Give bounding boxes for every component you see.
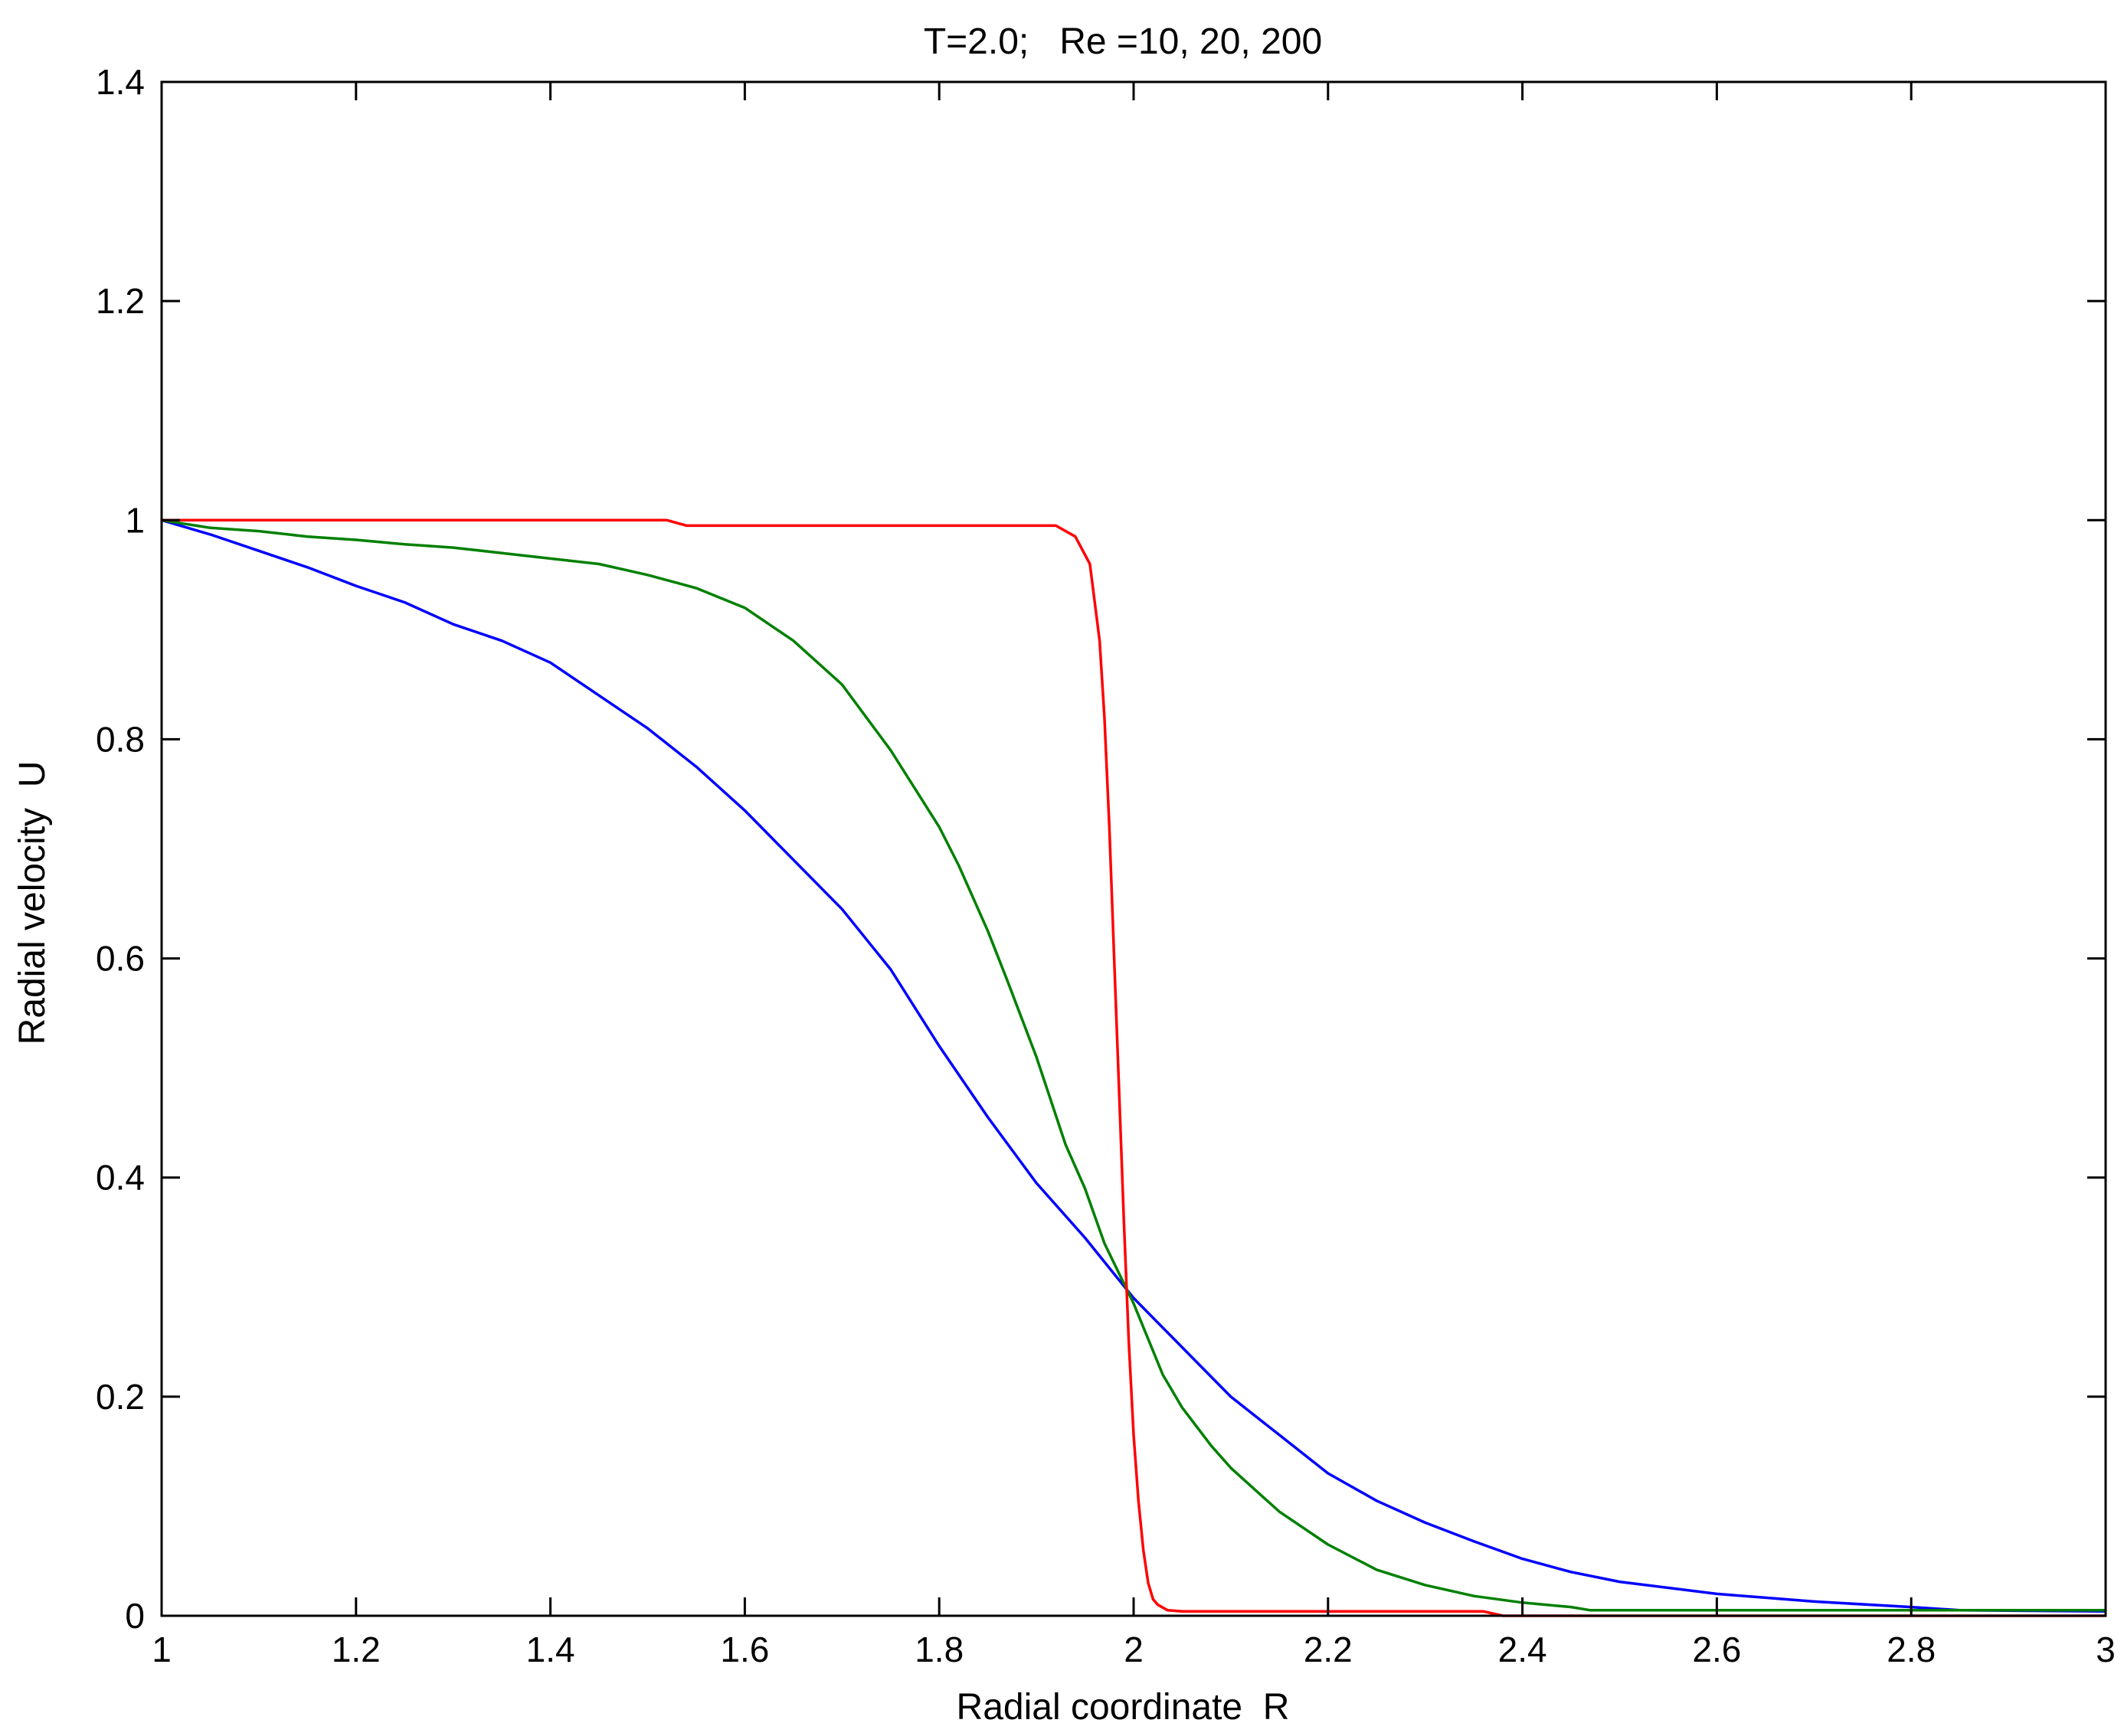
y-tick-label: 0.6: [96, 939, 145, 979]
series-line-3: [162, 518, 2106, 1617]
x-axis-label: Radial coordinate R: [957, 1687, 1290, 1728]
series-line-2: [161, 518, 2106, 1612]
x-tick-label: 1.2: [332, 1630, 381, 1669]
y-axis-label: Radial velocity U: [12, 761, 53, 1045]
x-tick-label: 1.8: [915, 1630, 964, 1669]
y-tick-label: 1.4: [96, 62, 145, 102]
x-tick-label: 2.8: [1887, 1630, 1936, 1669]
x-tick-label: 2: [1124, 1630, 1144, 1669]
x-tick-label: 1.6: [720, 1630, 769, 1669]
y-tick-label: 0.2: [96, 1377, 145, 1417]
x-tick-label: 2.2: [1304, 1630, 1353, 1669]
axes-layer: 1 1.2 1.4 1.6 1.8 2 2.2 2.4 2.6 2.8 3 0 0.2 0.4 0.6 0.8…: [96, 62, 2116, 1669]
x-tick-label: 1.4: [526, 1630, 575, 1669]
y-tick-label: 1: [125, 500, 145, 540]
x-tick-label: 2.6: [1692, 1630, 1741, 1669]
y-tick-label: 0.4: [96, 1158, 145, 1198]
series-layer: [161, 518, 2106, 1617]
chart-title: T=2.0; Re =10, 20, 200: [924, 21, 1322, 62]
series-line-1: [161, 518, 2106, 1613]
y-tick-label: 1.2: [96, 281, 145, 321]
x-tick-label: 3: [2096, 1630, 2116, 1669]
x-tick-label: 1: [152, 1630, 172, 1669]
x-tick-label: 2.4: [1498, 1630, 1547, 1669]
y-tick-label: 0.8: [96, 719, 145, 759]
y-tick-label: 0: [125, 1596, 145, 1636]
